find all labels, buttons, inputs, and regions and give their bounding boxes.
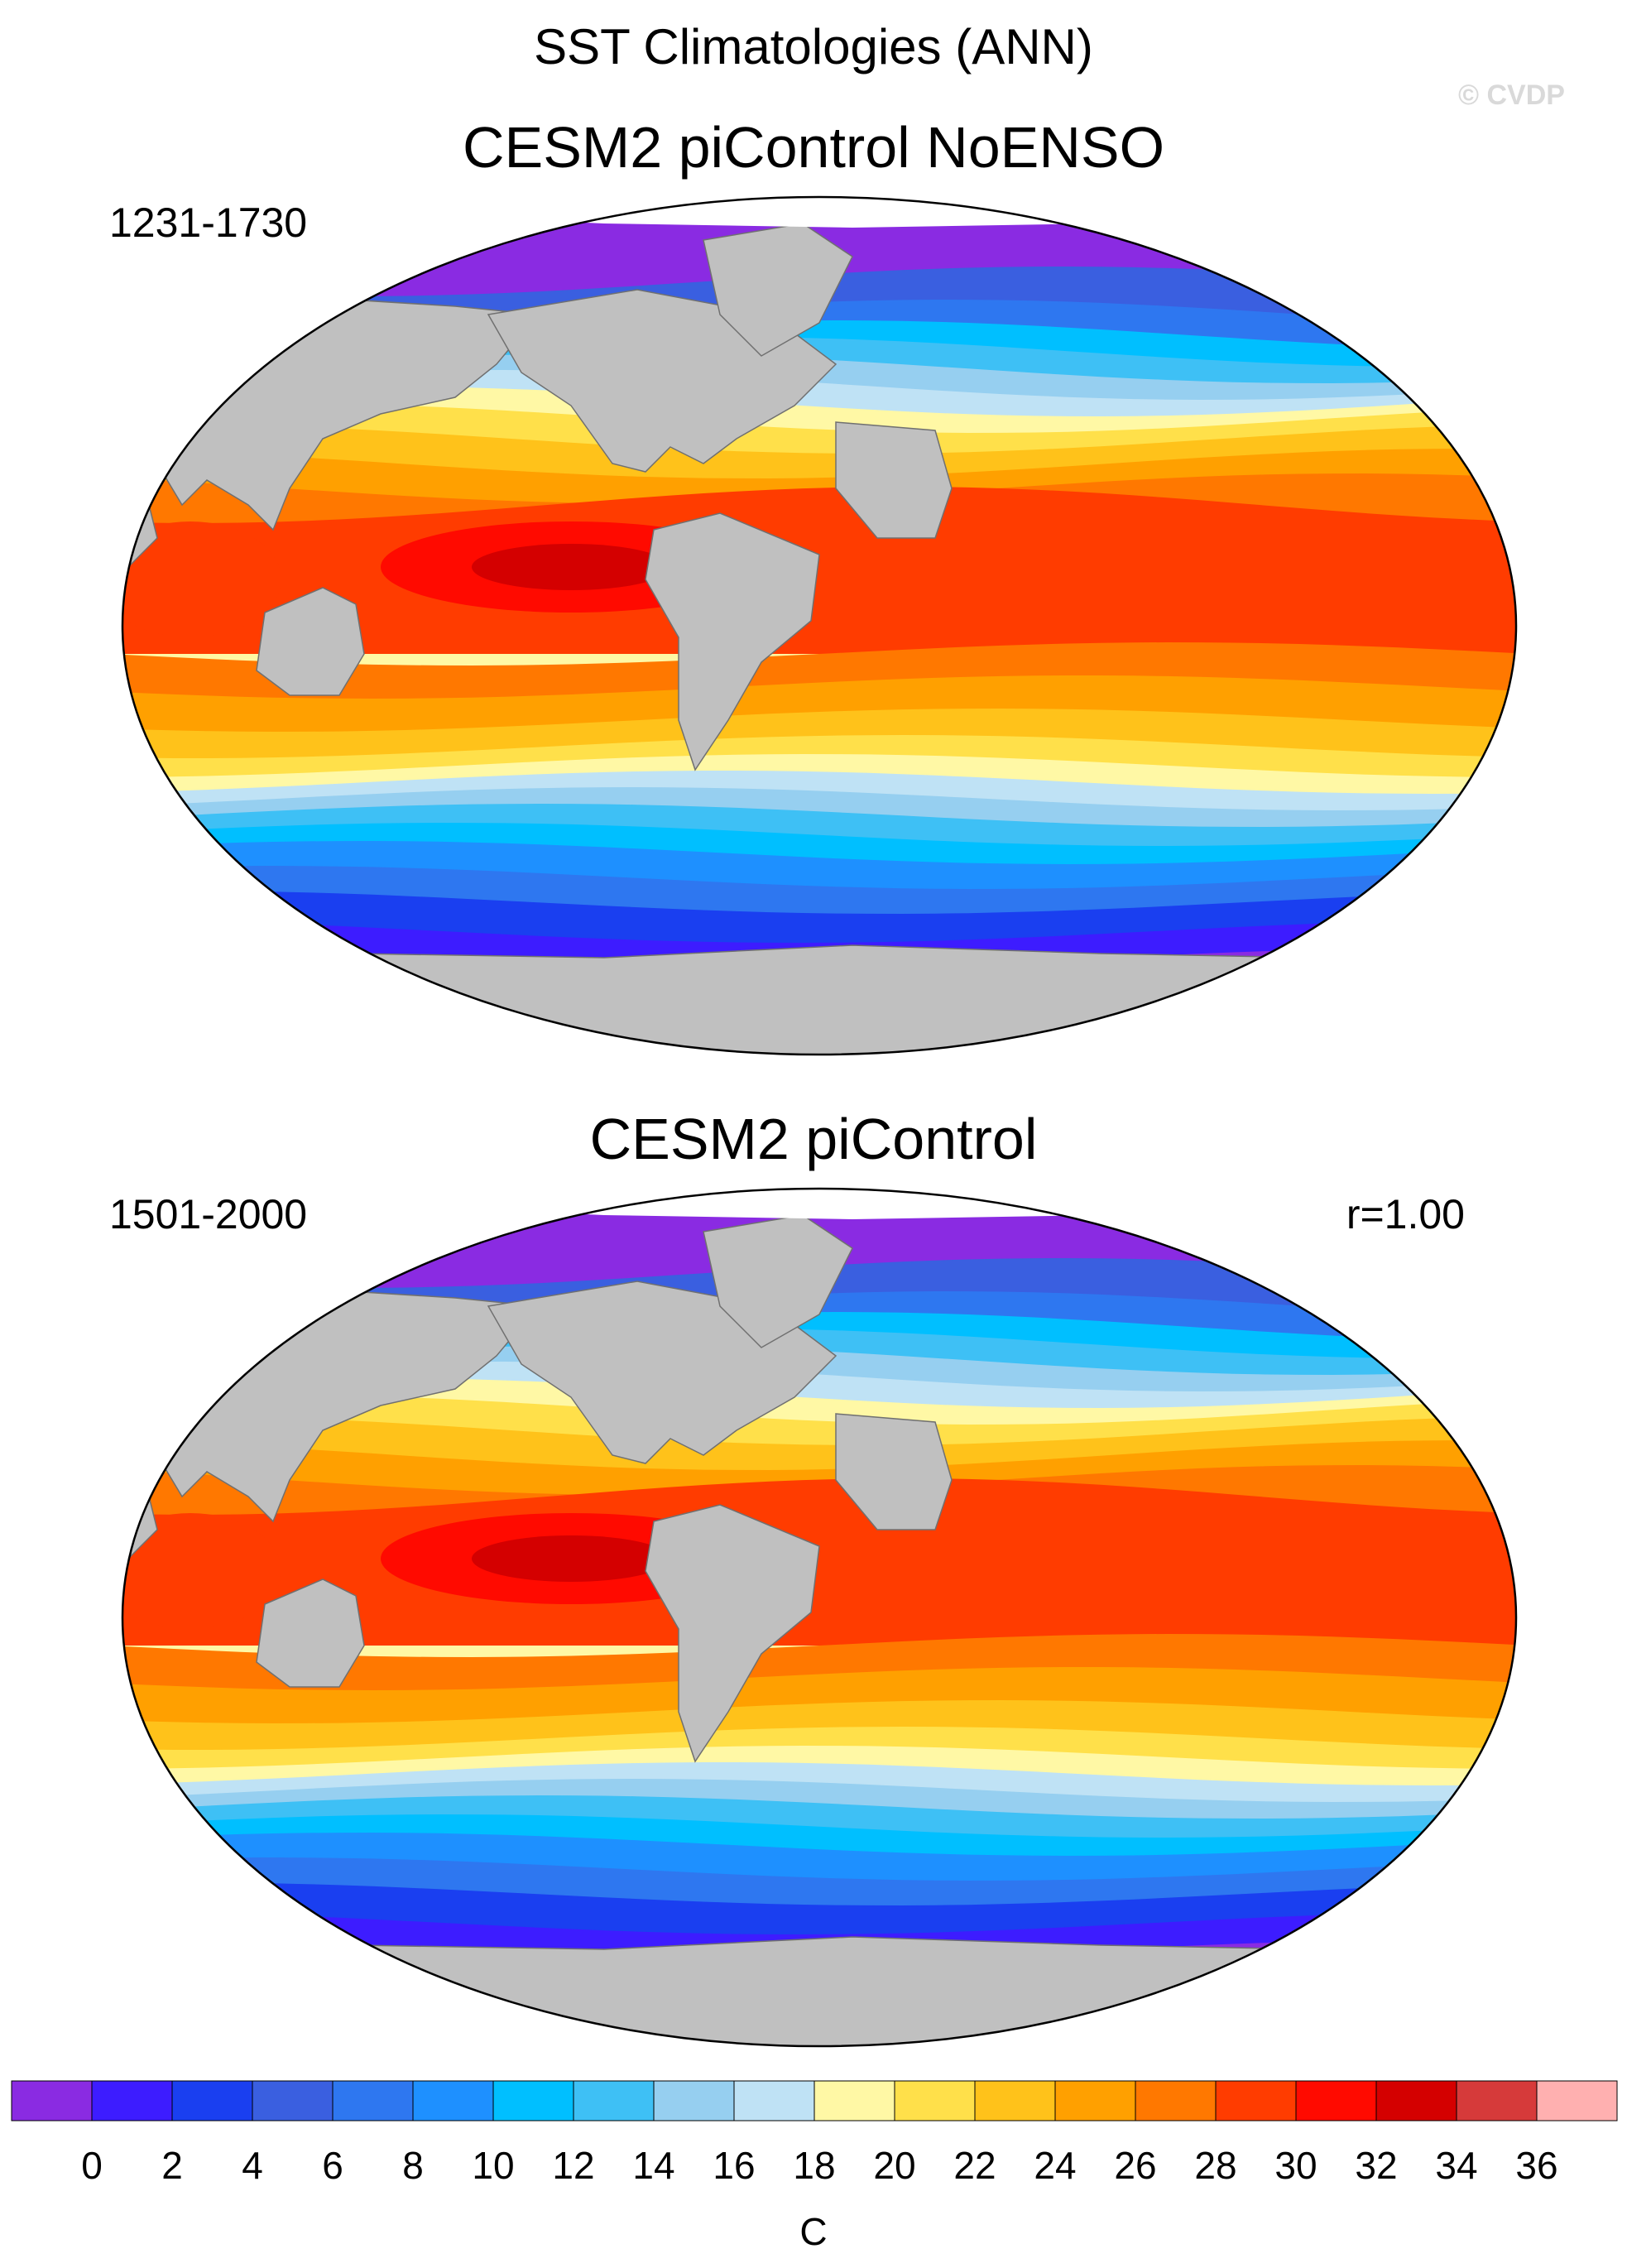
warm-pool-core (472, 1535, 670, 1582)
colorbar-tick-label: 0 (81, 2144, 103, 2187)
colorbar-swatch-3 (252, 2080, 334, 2121)
colorbar-tick-label: 10 (472, 2144, 514, 2187)
colorbar-tick-label: 32 (1355, 2144, 1397, 2187)
colorbar-tick-label: 2 (161, 2144, 183, 2187)
colorbar-tick-label: 30 (1274, 2144, 1317, 2187)
sea-ice-arctic (356, 1189, 1266, 1219)
colorbar-swatch-14 (1135, 2080, 1217, 2121)
colorbar-tick-label: 28 (1194, 2144, 1236, 2187)
colorbar-swatch-4 (332, 2080, 414, 2121)
panel-1-years: 1231-1730 (109, 199, 308, 246)
indian-ocean-warm (122, 1513, 281, 1629)
colorbar-swatch-10 (814, 2080, 895, 2121)
sst-band-tropics (122, 1478, 1516, 1646)
colorbar-tick-label: 34 (1435, 2144, 1477, 2187)
colorbar-swatch-7 (573, 2080, 655, 2121)
colorbar-tick-label: 12 (552, 2144, 594, 2187)
watermark: © CVDP (1458, 79, 1565, 111)
map-border (121, 195, 1518, 1056)
colorbar-tick-label: 36 (1515, 2144, 1557, 2187)
colorbar-tick-label: 4 (242, 2144, 263, 2187)
panel-2-years: 1501-2000 (109, 1191, 308, 1237)
colorbar-swatch-1 (91, 2080, 173, 2121)
sst-band-tropics (122, 487, 1516, 654)
colorbar-tick-label: 22 (953, 2144, 996, 2187)
colorbar-swatch-9 (733, 2080, 815, 2121)
panel-2-title: CESM2 piControl (589, 1107, 1038, 1171)
panel-2-correlation: r=1.00 (1346, 1191, 1465, 1237)
colorbar-tick-label: 14 (632, 2144, 674, 2187)
land-antarctica (122, 1936, 1516, 2046)
panel-2-sst-map (121, 1187, 1518, 2048)
colorbar-swatch-18 (1456, 2080, 1538, 2121)
panel-1-sst-map (121, 195, 1518, 1056)
map-border (121, 1187, 1518, 2048)
colorbar-tick-label: 6 (322, 2144, 343, 2187)
land-antarctica (122, 944, 1516, 1055)
colorbar-swatch-2 (171, 2080, 253, 2121)
land-south-america (645, 1504, 820, 1763)
colorbar-tick-label: 16 (713, 2144, 755, 2187)
land-africa-west (835, 421, 953, 539)
colorbar-swatch-17 (1375, 2080, 1457, 2121)
colorbar-swatch-15 (1215, 2080, 1297, 2121)
colorbar: 0 2 4 6 8 10 12 14 16 18 20 22 24 26 28 30 32 34 36 C (11, 2080, 1618, 2253)
land-africa-west (835, 1413, 953, 1530)
warm-pool-core (472, 544, 670, 590)
colorbar-swatch-12 (974, 2080, 1056, 2121)
land-australia (256, 587, 365, 696)
colorbar-tick-label: 24 (1034, 2144, 1076, 2187)
sea-ice-arctic (356, 197, 1266, 228)
colorbar-tick-label: 18 (793, 2144, 835, 2187)
colorbar-swatch-5 (412, 2080, 494, 2121)
colorbar-tick-label: 20 (873, 2144, 915, 2187)
colorbar-swatch-8 (653, 2080, 735, 2121)
colorbar-swatch-19 (1536, 2080, 1618, 2121)
panel-1-title: CESM2 piControl NoENSO (462, 115, 1165, 180)
colorbar-swatch-13 (1054, 2080, 1136, 2121)
land-south-america (645, 512, 820, 771)
indian-ocean-warm (122, 521, 281, 637)
colorbar-tick-label: 8 (402, 2144, 424, 2187)
colorbar-swatch-6 (492, 2080, 574, 2121)
figure-title: SST Climatologies (ANN) (534, 19, 1093, 74)
colorbar-swatch-11 (894, 2080, 976, 2121)
colorbar-units: C (799, 2210, 827, 2253)
colorbar-tick-label: 26 (1114, 2144, 1156, 2187)
colorbar-swatch-16 (1295, 2080, 1377, 2121)
land-australia (256, 1578, 365, 1688)
colorbar-swatch-0 (11, 2080, 93, 2121)
